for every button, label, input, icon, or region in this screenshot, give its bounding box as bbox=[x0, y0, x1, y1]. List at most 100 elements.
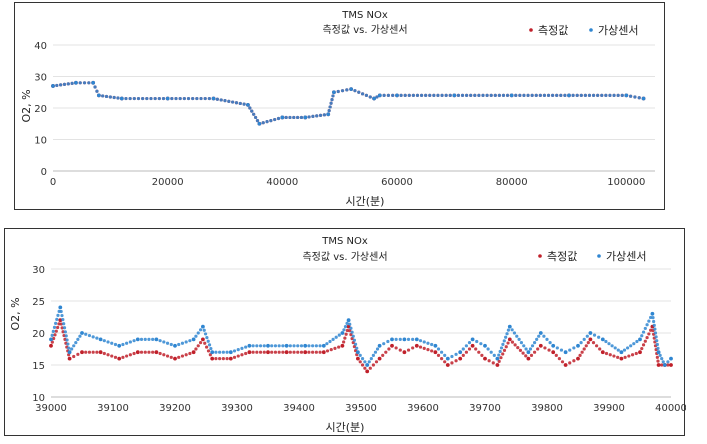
series-marker bbox=[529, 353, 534, 357]
series-marker bbox=[307, 115, 311, 119]
series-marker bbox=[188, 339, 192, 343]
y-tick-label: 10 bbox=[34, 136, 47, 147]
series-marker bbox=[223, 99, 227, 103]
data-point bbox=[402, 350, 407, 355]
data-point bbox=[445, 363, 450, 367]
series-marker bbox=[583, 93, 587, 97]
series-marker bbox=[270, 344, 274, 348]
series-marker bbox=[635, 339, 639, 344]
series-marker bbox=[547, 348, 551, 352]
data-point bbox=[588, 331, 593, 335]
series-marker bbox=[526, 93, 530, 97]
series-marker bbox=[158, 351, 162, 356]
series-marker bbox=[616, 348, 620, 352]
series-marker bbox=[56, 313, 60, 317]
series-marker bbox=[311, 350, 315, 354]
series-marker bbox=[188, 351, 192, 356]
x-tick-label: 40000 bbox=[655, 403, 686, 414]
series-marker bbox=[255, 119, 260, 123]
data-point bbox=[470, 343, 475, 348]
x-axis-label: 시간(분) bbox=[346, 195, 385, 208]
series-marker bbox=[174, 96, 178, 101]
series-virtual bbox=[51, 80, 646, 126]
series-marker bbox=[610, 344, 614, 348]
data-point bbox=[191, 337, 196, 342]
series-marker bbox=[76, 352, 80, 356]
series-marker bbox=[489, 93, 493, 97]
series-marker bbox=[517, 337, 521, 341]
data-point bbox=[247, 350, 252, 355]
series-marker bbox=[184, 340, 188, 344]
series-marker bbox=[333, 346, 337, 350]
series-marker bbox=[232, 355, 237, 359]
series-marker bbox=[371, 353, 375, 357]
series-marker bbox=[596, 93, 600, 97]
series-marker bbox=[182, 96, 186, 101]
series-marker bbox=[345, 88, 349, 92]
series-marker bbox=[342, 328, 346, 332]
legend-label-virtual: 가상센서 bbox=[606, 250, 646, 263]
data-point bbox=[117, 343, 122, 348]
series-marker bbox=[604, 339, 608, 344]
data-point bbox=[154, 337, 159, 342]
series-marker bbox=[236, 354, 240, 358]
data-point bbox=[346, 318, 351, 323]
series-marker bbox=[214, 357, 218, 361]
series-marker bbox=[469, 93, 473, 97]
series-marker bbox=[386, 93, 390, 97]
series-marker bbox=[51, 329, 55, 333]
series-marker bbox=[535, 337, 539, 341]
series-marker bbox=[629, 94, 633, 98]
data-point bbox=[49, 337, 53, 342]
series-marker bbox=[620, 93, 624, 97]
series-marker bbox=[398, 348, 402, 352]
series-marker bbox=[367, 360, 371, 364]
series-marker bbox=[350, 337, 354, 341]
series-marker bbox=[568, 361, 572, 365]
series-marker bbox=[218, 357, 222, 361]
series-marker bbox=[575, 93, 579, 97]
series-marker bbox=[202, 328, 206, 332]
series-marker bbox=[232, 349, 237, 353]
data-point bbox=[67, 350, 72, 355]
series-marker bbox=[604, 351, 609, 356]
data-point bbox=[452, 93, 457, 98]
series-marker bbox=[125, 354, 129, 358]
series-marker bbox=[440, 93, 444, 97]
series-marker bbox=[331, 337, 335, 341]
series-marker bbox=[355, 346, 359, 350]
series-marker bbox=[108, 95, 112, 99]
data-point bbox=[445, 356, 450, 361]
series-marker bbox=[360, 357, 365, 361]
series-marker bbox=[72, 354, 76, 359]
series-marker bbox=[296, 344, 300, 348]
y-tick-label: 25 bbox=[32, 297, 45, 308]
data-point bbox=[619, 356, 624, 361]
series-marker bbox=[487, 359, 491, 363]
series-marker bbox=[269, 119, 273, 123]
data-point bbox=[588, 337, 593, 342]
series-marker bbox=[480, 353, 484, 357]
data-point bbox=[266, 343, 270, 348]
series-marker bbox=[242, 102, 246, 106]
series-marker bbox=[506, 328, 511, 332]
data-point bbox=[433, 343, 438, 348]
series-marker bbox=[498, 349, 502, 354]
data-point bbox=[414, 337, 419, 342]
data-point bbox=[662, 363, 667, 367]
series-marker bbox=[277, 350, 281, 354]
series-marker bbox=[637, 96, 641, 100]
series-marker bbox=[591, 93, 596, 97]
data-point bbox=[509, 93, 514, 98]
series-marker bbox=[252, 112, 256, 116]
series-marker bbox=[345, 321, 349, 325]
series-marker bbox=[403, 93, 407, 97]
series-marker bbox=[343, 336, 347, 340]
series-marker bbox=[419, 93, 424, 97]
series-marker bbox=[613, 346, 617, 350]
data-point bbox=[669, 356, 673, 361]
series-marker bbox=[328, 105, 332, 109]
series-marker bbox=[186, 96, 191, 101]
series-marker bbox=[394, 346, 398, 350]
series-marker bbox=[375, 347, 380, 351]
